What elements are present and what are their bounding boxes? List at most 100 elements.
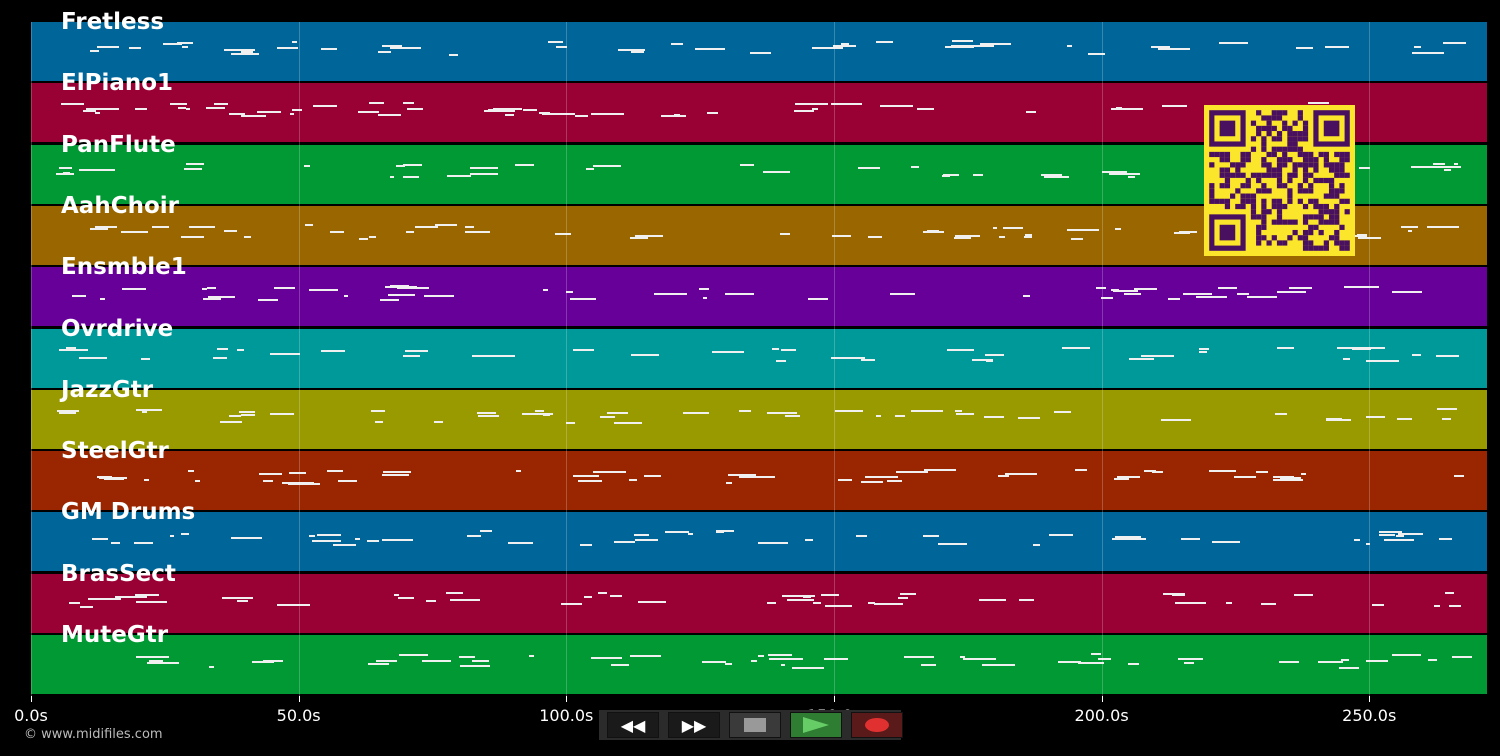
qr-module xyxy=(1276,240,1283,246)
play-button[interactable] xyxy=(790,712,842,738)
qr-module xyxy=(1276,209,1283,215)
midi-note xyxy=(954,234,980,237)
midi-note xyxy=(997,475,1010,478)
piano-roll[interactable]: Fretless ElPiano1 PanFlute AahChoir Ensmble1… xyxy=(31,9,1487,696)
midi-note xyxy=(79,168,107,171)
midi-note xyxy=(1277,346,1295,349)
midi-note xyxy=(578,480,603,483)
qr-code-image xyxy=(1209,110,1350,251)
tick-mark xyxy=(1101,696,1103,702)
qr-module xyxy=(1271,151,1277,158)
midi-note xyxy=(404,349,429,352)
rewind-button[interactable]: ◀◀ xyxy=(607,712,659,738)
midi-note xyxy=(725,293,754,296)
qr-module xyxy=(1282,183,1288,189)
midi-note xyxy=(780,232,790,235)
qr-module xyxy=(1287,188,1293,194)
midi-note xyxy=(950,45,963,48)
midi-note xyxy=(629,237,649,240)
midi-note xyxy=(63,171,71,174)
track-lane[interactable]: GM Drums xyxy=(31,499,1487,572)
midi-note xyxy=(592,164,621,167)
midi-note xyxy=(828,605,846,608)
midi-note xyxy=(1434,165,1462,168)
track-lane[interactable]: Fretless xyxy=(31,9,1487,81)
midi-note xyxy=(169,534,174,537)
midi-note xyxy=(1108,172,1140,175)
midi-note xyxy=(1097,657,1111,660)
qr-module xyxy=(1339,183,1345,189)
track-name: MuteGtr xyxy=(61,622,169,648)
qr-module xyxy=(1302,172,1309,178)
qr-module xyxy=(1302,131,1309,137)
midi-note xyxy=(135,108,148,111)
midi-note xyxy=(702,660,727,663)
midi-note xyxy=(1301,472,1307,475)
qr-module xyxy=(1266,125,1272,132)
track-lane[interactable]: BrasSect xyxy=(31,561,1487,633)
midi-note xyxy=(570,297,596,300)
midi-note xyxy=(288,472,306,475)
midi-note xyxy=(103,477,125,480)
midi-note xyxy=(1162,105,1188,108)
qr-module xyxy=(1266,240,1272,246)
midi-note xyxy=(1343,357,1350,360)
fast-forward-button[interactable]: ▶▶ xyxy=(668,712,720,738)
midi-note xyxy=(423,295,455,298)
midi-note xyxy=(566,421,576,424)
qr-module xyxy=(1240,172,1246,178)
qr-module xyxy=(1256,177,1262,184)
midi-note xyxy=(725,481,733,484)
copyright-text: © www.midifiles.com xyxy=(24,727,163,742)
midi-note xyxy=(768,657,803,660)
stop-button[interactable] xyxy=(729,712,781,738)
midi-note xyxy=(1435,355,1460,358)
midi-note xyxy=(763,170,790,173)
track-lane[interactable]: JazzGtr xyxy=(31,377,1487,449)
qr-module xyxy=(1313,214,1319,220)
qr-module xyxy=(1297,146,1303,152)
midi-note xyxy=(1181,538,1201,541)
grid-line xyxy=(298,22,300,696)
tick-mark xyxy=(31,696,32,702)
track-lane[interactable]: Ensmble1 xyxy=(31,254,1487,327)
midi-note xyxy=(1162,592,1186,595)
midi-note xyxy=(505,114,515,117)
midi-note xyxy=(321,350,345,353)
midi-note xyxy=(821,594,840,597)
track-lane[interactable]: SteelGtr xyxy=(31,438,1487,511)
qr-module xyxy=(1214,198,1220,204)
qr-module xyxy=(1292,131,1298,137)
midi-note xyxy=(403,102,415,104)
midi-note xyxy=(1438,537,1452,540)
midi-note xyxy=(784,415,800,418)
qr-module xyxy=(1224,157,1231,163)
midi-note xyxy=(1396,417,1412,420)
midi-note xyxy=(1033,543,1040,546)
midi-note xyxy=(768,654,792,657)
midi-note xyxy=(1339,666,1360,669)
qr-module xyxy=(1323,219,1329,225)
midi-note xyxy=(368,662,389,665)
midi-note xyxy=(631,354,660,357)
midi-note xyxy=(1160,419,1191,422)
tick-mark xyxy=(566,696,568,702)
qr-module xyxy=(1224,203,1231,210)
qr-module xyxy=(1297,162,1303,168)
midi-note xyxy=(876,415,882,418)
qr-module xyxy=(1209,162,1215,168)
record-button[interactable] xyxy=(851,712,903,738)
qr-module xyxy=(1308,240,1314,246)
track-lane[interactable]: Ovrdrive xyxy=(31,316,1487,388)
stop-icon xyxy=(744,718,766,732)
qr-module xyxy=(1302,167,1309,173)
midi-note xyxy=(791,666,824,669)
midi-note xyxy=(359,237,368,240)
midi-note xyxy=(1061,346,1090,349)
midi-note xyxy=(981,664,1015,667)
qr-module xyxy=(1339,224,1345,230)
midi-note xyxy=(1272,479,1304,482)
midi-note xyxy=(634,539,659,542)
midi-note xyxy=(426,600,436,603)
track-lane[interactable]: MuteGtr xyxy=(31,622,1487,694)
